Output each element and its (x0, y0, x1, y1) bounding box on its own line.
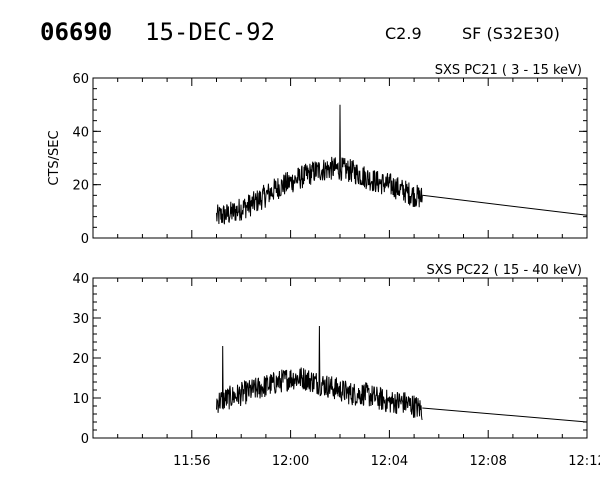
y-tick-label: 30 (72, 312, 89, 327)
panel-title: SXS PC21 ( 3 - 15 keV) (435, 63, 582, 78)
panel-title: SXS PC22 ( 15 - 40 keV) (426, 263, 582, 278)
y-tick-label: 10 (72, 392, 89, 407)
panel-pc21: SXS PC21 ( 3 - 15 keV) CTS/SEC 0 20 40 60 (47, 63, 588, 247)
x-tick-label: 11:56 (173, 454, 210, 469)
y-tick-label: 20 (72, 179, 89, 194)
y-tick-label: 60 (72, 72, 89, 87)
x-tick-label: 12:08 (469, 454, 506, 469)
panel-pc22: SXS PC22 ( 15 - 40 keV) 0 10 20 30 40 11:56 12:… (72, 263, 600, 469)
flare-class: C2.9 (385, 24, 422, 43)
y-tick-label: 40 (72, 125, 89, 140)
event-date: 15-DEC-92 (145, 18, 275, 46)
y-tick-label: 40 (72, 272, 89, 287)
x-tick-label: 12:12 (568, 454, 600, 469)
flare-location: SF (S32E30) (462, 24, 560, 43)
y-tick-label: 0 (81, 432, 89, 447)
x-tick-label: 12:04 (371, 454, 408, 469)
chart-header: 06690 15-DEC-92 C2.9 SF (S32E30) (40, 18, 560, 46)
series-line-counts (216, 325, 423, 421)
event-id: 06690 (40, 18, 112, 46)
series-line-counts (216, 104, 423, 225)
y-tick-label: 0 (81, 232, 89, 247)
plot-frame (92, 277, 588, 439)
y-axis-label: CTS/SEC (47, 130, 62, 185)
series-line-background (422, 194, 588, 216)
y-tick-label: 20 (72, 352, 89, 367)
series-line-background (422, 407, 588, 423)
x-tick-label: 12:00 (272, 454, 309, 469)
